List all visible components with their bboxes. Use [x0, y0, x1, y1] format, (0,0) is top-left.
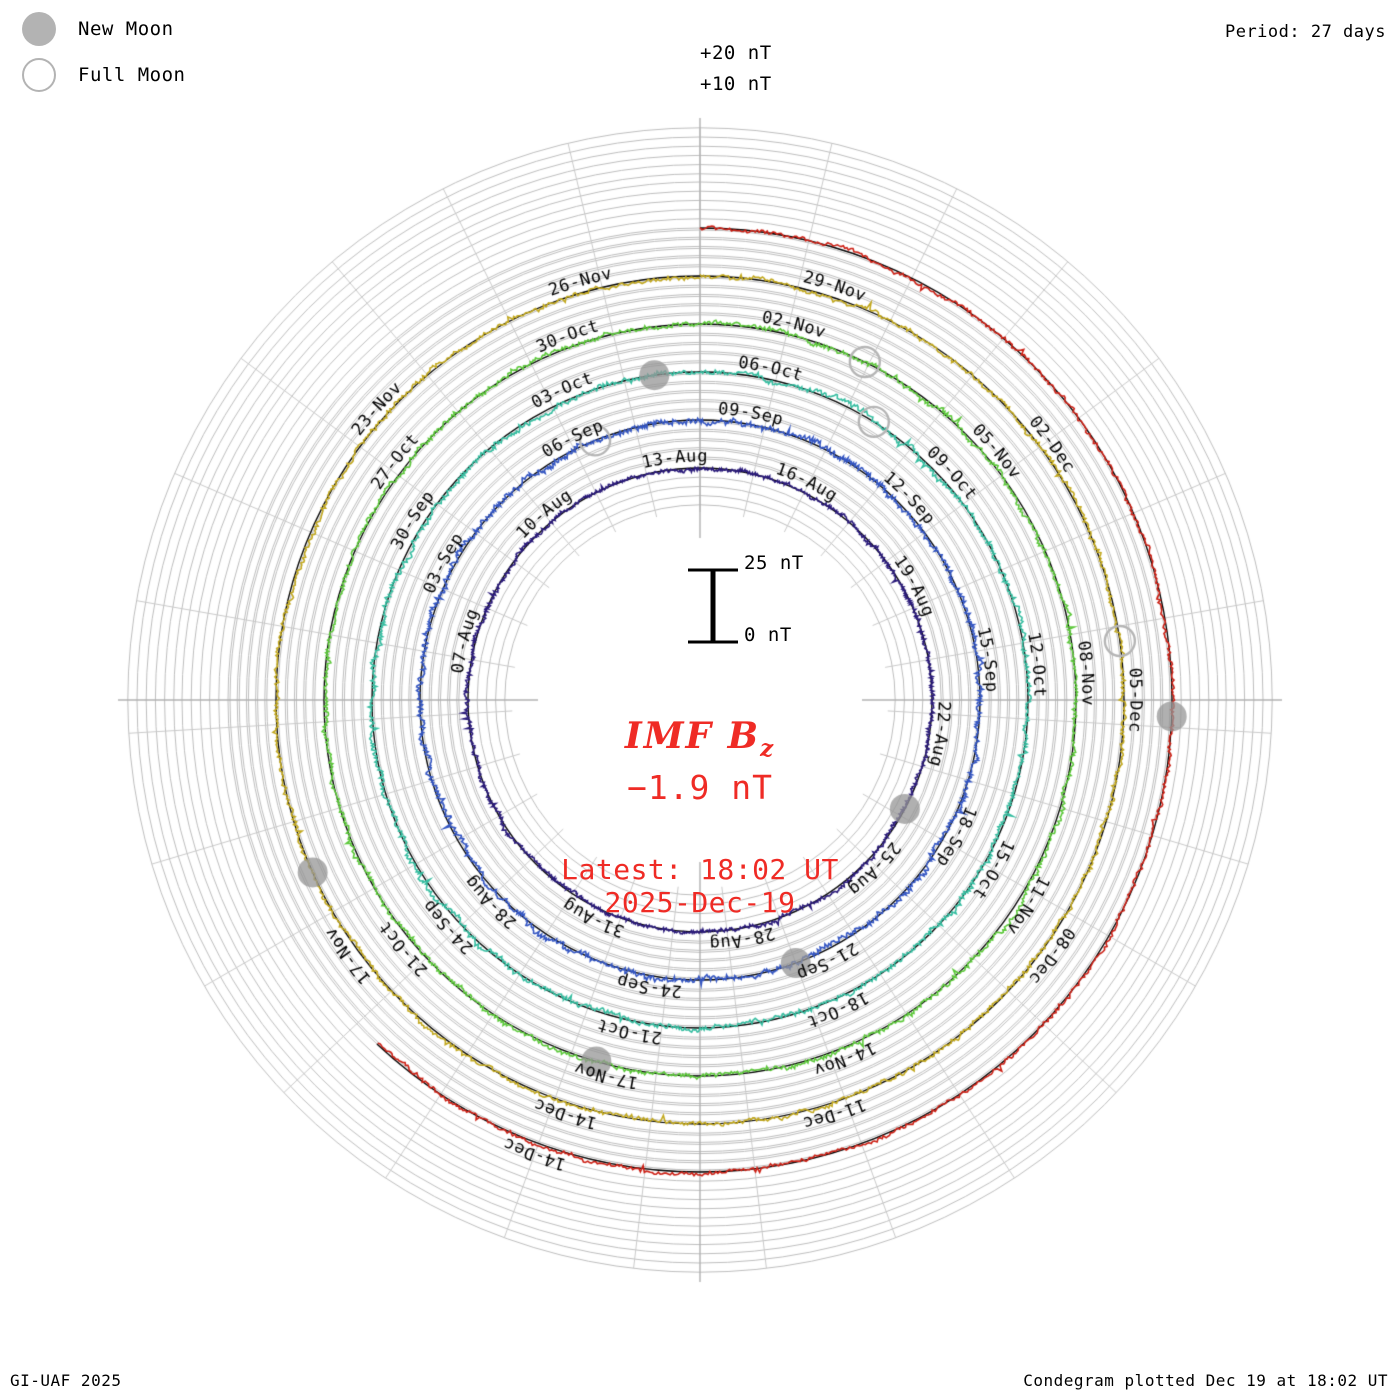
footer-credit: GI-UAF 2025: [10, 1371, 122, 1390]
moon-phase-legend: New Moon Full Moon: [22, 6, 185, 98]
radial-scale-label-10nt: +10 nT: [700, 73, 772, 95]
legend-label-new-moon: New Moon: [78, 18, 174, 40]
legend-item-new-moon: New Moon: [22, 6, 185, 52]
period-label: Period: 27 days: [1224, 22, 1386, 42]
bar-scale-top-label: 25 nT: [744, 552, 804, 574]
center-readout: IMF Bz −1.9 nT Latest: 18:02 UT 2025-Dec…: [0, 715, 1400, 919]
imf-current-value: −1.9 nT: [626, 768, 774, 808]
latest-date: 2025-Dec-19: [604, 886, 796, 920]
bar-scale-bottom-label: 0 nT: [744, 624, 792, 646]
imf-quantity-title: IMF Bz: [0, 715, 1400, 762]
filled-circle-icon: [22, 12, 56, 46]
footer-plot-timestamp: Condegram plotted Dec 19 at 18:02 UT: [1023, 1371, 1388, 1390]
bar-scale-icon: [688, 568, 738, 644]
legend-item-full-moon: Full Moon: [22, 52, 185, 98]
imf-quantity-name: IMF B: [624, 715, 761, 757]
amplitude-bar-scale: 25 nT 0 nT: [682, 552, 862, 654]
open-circle-icon: [22, 58, 56, 92]
legend-label-full-moon: Full Moon: [78, 64, 186, 86]
imf-quantity-subscript: z: [760, 735, 776, 763]
radial-scale-label-20nt: +20 nT: [700, 42, 772, 64]
latest-time: Latest: 18:02 UT: [561, 853, 839, 887]
radial-scale-annotations: +20 nT +10 nT: [700, 42, 772, 104]
